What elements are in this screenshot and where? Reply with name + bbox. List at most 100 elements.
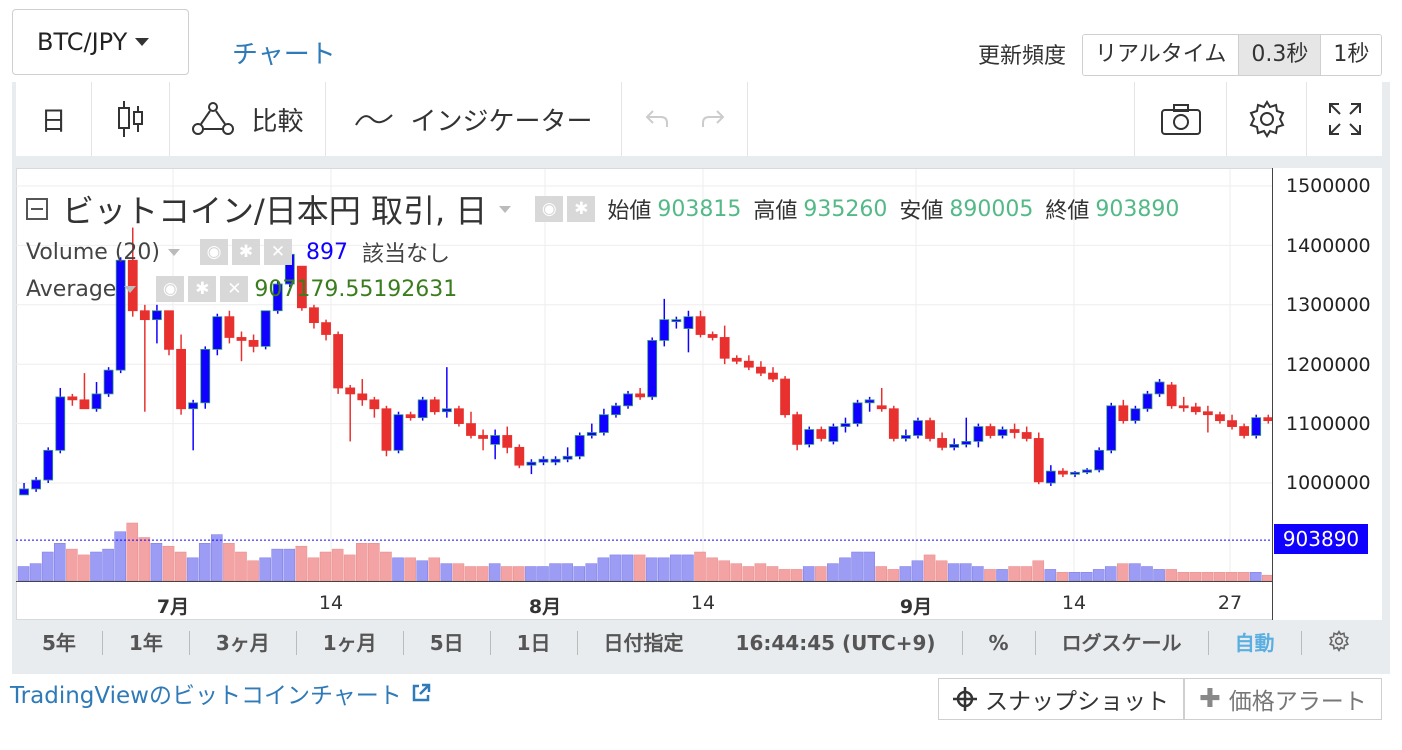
candle-body[interactable] [780, 378, 790, 416]
candle-body[interactable] [1202, 411, 1213, 416]
candle-body[interactable] [1215, 414, 1225, 422]
candle-body[interactable] [1190, 406, 1201, 413]
candle-body[interactable] [103, 369, 114, 395]
candle-body[interactable] [272, 283, 283, 312]
range-5y-button[interactable]: 5年 [16, 631, 103, 655]
close-icon[interactable]: ✕ [220, 276, 249, 302]
candle-body[interactable] [55, 396, 66, 451]
candle-body[interactable] [683, 316, 694, 329]
candle-body[interactable] [1070, 471, 1080, 475]
candle-body[interactable] [454, 408, 464, 424]
range-5d-button[interactable]: 5日 [404, 631, 491, 655]
candle-body[interactable] [127, 259, 138, 312]
candle-body[interactable] [357, 393, 368, 401]
candle-body[interactable] [1239, 426, 1250, 436]
candle-body[interactable] [598, 414, 609, 433]
eye-icon[interactable]: ◉ [156, 276, 185, 302]
log-scale-button[interactable]: ログスケール [1036, 631, 1209, 655]
candle-body[interactable] [381, 408, 392, 451]
candle-body[interactable] [925, 420, 935, 439]
candle-body[interactable] [1263, 417, 1272, 422]
candle-body[interactable] [743, 360, 754, 368]
candle-body[interactable] [1021, 432, 1032, 439]
candle-body[interactable] [369, 399, 380, 410]
candle-body[interactable] [816, 429, 827, 439]
candle-body[interactable] [309, 307, 319, 324]
candle-body[interactable] [949, 443, 960, 448]
candle-body[interactable] [43, 449, 54, 481]
candle-body[interactable] [1178, 405, 1189, 409]
candle-body[interactable] [647, 340, 658, 398]
candle-body[interactable] [792, 414, 803, 445]
candle-body[interactable] [1142, 393, 1153, 410]
price-alert-button[interactable]: ✚ 価格アラート [1184, 678, 1382, 720]
candle-body[interactable] [514, 446, 525, 466]
candle-body[interactable] [864, 399, 875, 404]
candle-body[interactable] [574, 435, 585, 457]
candle-body[interactable] [478, 435, 488, 439]
chart-type-button[interactable] [92, 82, 170, 156]
candle-body[interactable] [405, 414, 416, 419]
candle-body[interactable] [321, 322, 331, 335]
gear-icon[interactable]: ✱ [231, 239, 260, 265]
candle-body[interactable] [756, 366, 766, 374]
candle-body[interactable] [719, 337, 730, 359]
candle-body[interactable] [635, 393, 646, 398]
candle-body[interactable] [345, 387, 356, 395]
range-1y-button[interactable]: 1年 [103, 631, 190, 655]
candle-body[interactable] [731, 357, 742, 362]
settings-button[interactable] [1226, 82, 1306, 156]
candle-body[interactable] [937, 438, 948, 448]
candle-body[interactable] [659, 319, 670, 341]
candle-body[interactable] [1166, 384, 1177, 407]
candle-body[interactable] [502, 435, 513, 448]
candle-body[interactable] [562, 455, 573, 460]
candle-body[interactable] [526, 461, 537, 466]
candle-body[interactable] [1009, 429, 1020, 433]
refresh-0.3s-button[interactable]: 0.3秒 [1238, 35, 1321, 75]
candle-body[interactable] [1094, 449, 1105, 471]
candle-body[interactable] [1154, 381, 1165, 395]
interval-button[interactable]: 日 [16, 82, 92, 156]
candle-body[interactable] [429, 399, 440, 413]
range-3m-button[interactable]: 3ヶ月 [190, 631, 297, 655]
eye-icon[interactable]: ◉ [199, 239, 228, 265]
candle-body[interactable] [188, 402, 199, 410]
candle-body[interactable] [900, 435, 911, 439]
candle-body[interactable] [19, 488, 29, 496]
candle-body[interactable] [1130, 408, 1141, 422]
candle-body[interactable] [768, 372, 778, 380]
candle-body[interactable] [164, 310, 174, 350]
range-1d-button[interactable]: 1日 [491, 631, 578, 655]
date-range-button[interactable]: 日付指定 [603, 631, 684, 655]
candle-body[interactable] [707, 334, 718, 338]
collapse-legend-toggle[interactable] [26, 198, 48, 220]
candle-body[interactable] [804, 429, 815, 445]
candle-body[interactable] [212, 316, 223, 350]
candle-body[interactable] [961, 441, 972, 445]
candle-body[interactable] [224, 316, 235, 338]
candle-body[interactable] [200, 348, 211, 404]
candle-body[interactable] [840, 423, 851, 427]
candle-body[interactable] [441, 408, 452, 413]
candle-body[interactable] [550, 458, 561, 463]
eye-icon[interactable]: ◉ [535, 196, 564, 222]
candle-body[interactable] [828, 426, 839, 442]
candle-body[interactable] [260, 310, 271, 347]
gear-icon[interactable]: ✱ [188, 276, 217, 302]
candle-body[interactable] [79, 399, 90, 410]
auto-scale-button[interactable]: 自動 [1209, 631, 1302, 655]
candle-body[interactable] [888, 408, 899, 439]
chevron-down-icon[interactable] [499, 205, 512, 213]
price-chart[interactable] [16, 169, 1272, 581]
candle-body[interactable] [586, 432, 597, 436]
candle-body[interactable] [1227, 420, 1237, 427]
scale-settings-button[interactable] [1302, 629, 1376, 657]
compare-button[interactable]: 比較 [170, 82, 326, 156]
percent-button[interactable]: % [963, 631, 1036, 655]
candle-body[interactable] [623, 393, 633, 407]
camera-button[interactable] [1134, 82, 1226, 156]
candle-body[interactable] [91, 393, 102, 410]
candle-body[interactable] [852, 402, 863, 424]
candle-body[interactable] [1045, 470, 1056, 484]
